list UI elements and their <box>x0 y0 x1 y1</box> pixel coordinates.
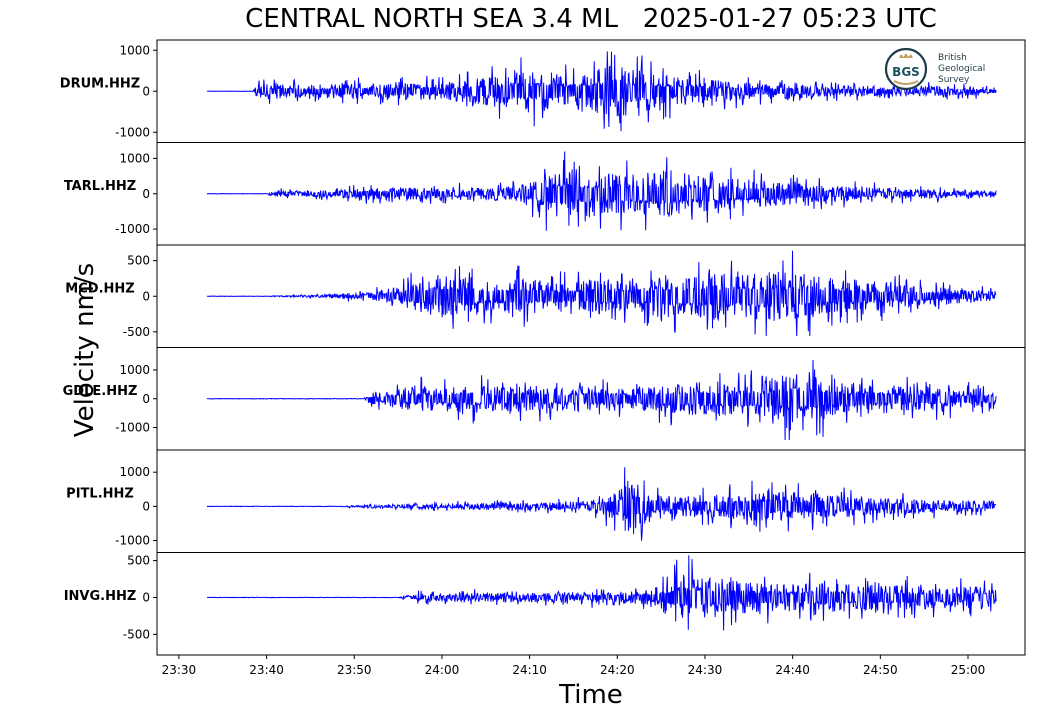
y-tick-label: 0 <box>142 590 150 604</box>
station-label: INVG.HHZ <box>64 589 137 604</box>
waveform-drum-hhz <box>206 51 997 132</box>
panel-pitl-hhz: 1000 0 -1000 PITL.HHZ <box>66 449 1026 553</box>
x-tick-label: 24:40 <box>775 663 810 677</box>
y-tick-label: 1000 <box>119 363 150 377</box>
panel-frame <box>156 552 1026 656</box>
y-tick-label: 0 <box>142 499 150 513</box>
y-tick-label: 1000 <box>119 43 150 57</box>
x-tick-label: 24:00 <box>425 663 460 677</box>
logo-ring <box>884 47 928 91</box>
y-tick-label: -1000 <box>115 534 150 548</box>
y-tick-label: 1000 <box>119 151 150 165</box>
panel-tarl-hhz: 1000 0 -1000 TARL.HHZ <box>64 142 1026 246</box>
station-label: PITL.HHZ <box>66 486 134 501</box>
y-tick-label: -1000 <box>115 222 150 236</box>
logo-swoosh <box>893 80 919 85</box>
y-tick-label: 1000 <box>119 465 150 479</box>
station-label: MCD.HHZ <box>65 281 134 296</box>
y-tick-label: -1000 <box>115 125 150 139</box>
x-tick-label: 23:30 <box>162 663 197 677</box>
x-tick-label: 24:30 <box>688 663 723 677</box>
panel-gdle-hhz: 1000 0 -1000 GDLE.HHZ <box>63 347 1026 451</box>
waveform-gdle-hhz <box>206 359 997 441</box>
waveform-invg-hhz <box>206 555 997 631</box>
station-label: DRUM.HHZ <box>60 76 140 91</box>
panel-mcd-hhz: 500 0 -500 MCD.HHZ <box>65 244 1026 348</box>
x-tick-label: 24:20 <box>600 663 635 677</box>
panel-drum-hhz: 1000 0 -1000 DRUM.HHZ <box>60 39 1026 143</box>
x-tick-label: 24:50 <box>863 663 898 677</box>
x-tick-label: 23:40 <box>249 663 284 677</box>
logo-name-2: Geological <box>938 64 985 74</box>
y-tick-label: -1000 <box>115 421 150 435</box>
y-tick-label: 0 <box>142 187 150 201</box>
waveform-mcd-hhz <box>206 250 997 337</box>
logo-initials: BGS <box>892 65 920 79</box>
waveform-tarl-hhz <box>206 151 997 231</box>
y-tick-label: 0 <box>142 289 150 303</box>
y-tick-label: 500 <box>127 554 150 568</box>
y-tick-label: 0 <box>142 84 150 98</box>
logo-name-3: Survey <box>938 75 970 85</box>
y-tick-label: 500 <box>127 254 150 268</box>
y-tick-label: -500 <box>123 627 150 641</box>
x-tick-label: 24:10 <box>512 663 547 677</box>
x-tick-label: 23:50 <box>337 663 372 677</box>
logo-name-1: British <box>938 53 967 63</box>
x-tick-label: 25:00 <box>951 663 986 677</box>
y-tick-label: -500 <box>123 325 150 339</box>
x-axis-label: Time <box>559 680 623 710</box>
panel-invg-hhz: 500 0 -500 INVG.HHZ <box>64 552 1026 656</box>
station-label: TARL.HHZ <box>64 179 136 194</box>
chart-title: CENTRAL NORTH SEA 3.4 ML 2025-01-27 05:2… <box>245 4 937 34</box>
y-tick-label: 0 <box>142 392 150 406</box>
station-label: GDLE.HHZ <box>63 384 138 399</box>
crown-icon <box>899 53 913 58</box>
waveform-pitl-hhz <box>206 467 997 541</box>
bgs-logo: BGS British Geological Survey <box>884 47 985 91</box>
